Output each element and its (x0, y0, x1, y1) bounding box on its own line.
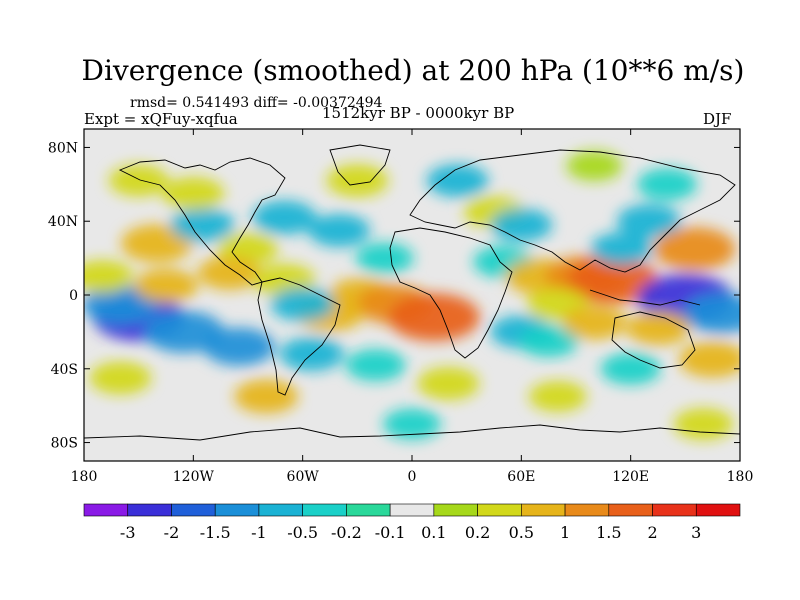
anomaly-37 (590, 232, 653, 266)
colorbar-swatch (477, 503, 522, 517)
y-tick-label: 0 (69, 288, 78, 304)
anomaly-4 (134, 268, 198, 303)
colorbar-label: 2 (647, 523, 657, 542)
anomaly-6 (120, 224, 193, 263)
anomaly-3 (202, 327, 275, 366)
colorbar-label: 1.5 (596, 523, 621, 542)
map-area (83, 128, 741, 462)
colorbar-swatch (564, 503, 610, 517)
anomaly-28 (490, 208, 553, 242)
anomaly-45 (637, 168, 698, 201)
chart-title: Divergence (smoothed) at 200 hPa (10**6 … (81, 54, 745, 87)
x-tick-label: 180 (71, 469, 98, 485)
colorbar-swatch (346, 503, 391, 517)
colorbar-label: 3 (691, 523, 701, 542)
coastline-antarctica (84, 424, 740, 441)
season-label: DJF (703, 110, 732, 128)
coastline-indonesia (589, 289, 701, 306)
anomaly-18 (387, 293, 480, 342)
x-tick-label: 60W (287, 469, 320, 485)
y-tick-label: 80S (51, 436, 78, 452)
anomaly-35 (518, 325, 579, 358)
stats-text: rmsd= 0.541493 diff= -0.00372494 (130, 95, 383, 111)
anomaly-11 (197, 255, 262, 290)
x-axis: 180 120W 60W 0 60E 120E 180 (71, 129, 754, 485)
anomaly-43 (678, 341, 740, 378)
x-tick-label: 60E (507, 469, 535, 485)
coastline-greenland (329, 144, 391, 186)
colorbar-swatch (652, 503, 697, 517)
anomaly-38 (616, 204, 681, 239)
colorbar-label: -0.5 (287, 523, 318, 542)
anomaly-39 (653, 227, 736, 271)
anomaly-8 (162, 177, 225, 211)
colorbar-label: 0.2 (465, 523, 490, 542)
colorbar-label: -0.1 (375, 523, 406, 542)
colorbar-label: -2 (164, 523, 180, 542)
colorbar-swatch (214, 503, 260, 517)
y-tick-label: 40S (51, 362, 78, 378)
anomaly-9 (252, 200, 317, 235)
anomaly-46 (108, 164, 169, 197)
colorbar-swatch (695, 503, 741, 517)
anomaly-22 (234, 379, 299, 414)
colorbar-label: -1.5 (200, 523, 231, 542)
colorbar-swatch (608, 503, 653, 517)
colorbar-label: 0.1 (421, 523, 446, 542)
colorbar: -3 -2 -1.5 -1 -0.5 -0.2 -0.1 0.1 0.2 0.5 1 1.5 2 3 (83, 503, 741, 542)
x-tick-label: 120E (612, 469, 649, 485)
anomaly-13 (326, 164, 389, 198)
anomaly-49 (528, 380, 587, 412)
x-tick-label: 180 (727, 469, 754, 485)
anomaly-23 (345, 349, 406, 382)
period-label: 1512kyr BP - 0000kyr BP (322, 104, 515, 122)
colorbar-label: -0.2 (331, 523, 362, 542)
anomaly-44 (600, 352, 661, 385)
colorbar-label: -3 (120, 523, 136, 542)
anomaly-5 (84, 260, 134, 294)
colorbar-swatch (521, 503, 566, 517)
coastline-africa (389, 227, 513, 359)
x-tick-label: 0 (408, 469, 417, 485)
colorbar-swatch (302, 503, 347, 517)
coastline-south-america (257, 277, 341, 396)
colorbar-label: 1 (560, 523, 570, 542)
anomaly-24 (417, 367, 480, 401)
anomaly-14 (308, 213, 371, 247)
anomaly-47 (566, 150, 623, 181)
anomaly-7 (170, 207, 235, 242)
anomaly-41 (683, 293, 740, 334)
anomaly-36 (562, 305, 627, 340)
anomaly-15 (355, 242, 414, 274)
coastline-north-america (118, 157, 286, 286)
anomaly-50 (673, 408, 734, 441)
colorbar-swatch (127, 503, 172, 517)
colorbar-swatch (258, 503, 303, 517)
y-tick-label: 80N (48, 140, 78, 156)
anomaly-42 (626, 311, 690, 346)
colorbar-swatch (433, 503, 478, 517)
y-axis: 80N 40N 0 40S 80S (48, 140, 740, 452)
colorbar-swatch (389, 503, 435, 517)
anomaly-field (84, 150, 740, 441)
coastlines (84, 144, 740, 441)
coastline-eurasia (409, 149, 736, 273)
anomaly-25 (383, 408, 441, 440)
colorbar-swatch (83, 503, 129, 517)
y-tick-label: 40N (48, 214, 78, 230)
anomaly-32 (566, 256, 659, 305)
colorbar-label: 0.5 (509, 523, 534, 542)
coastline-australia (611, 311, 696, 369)
anomaly-20 (270, 287, 335, 322)
anomaly-26 (426, 164, 489, 198)
x-tick-label: 120W (173, 469, 215, 485)
anomaly-48 (89, 361, 152, 395)
colorbar-label: -1 (251, 523, 267, 542)
anomaly-blobs (84, 150, 740, 441)
experiment-label: Expt = xQFuy-xqfua (84, 110, 238, 128)
colorbar-swatch (171, 503, 216, 517)
